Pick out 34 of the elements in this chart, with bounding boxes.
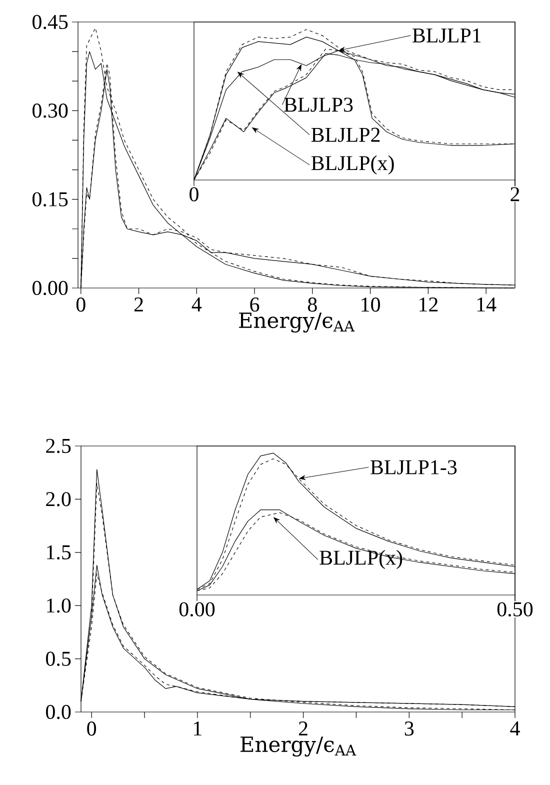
y-tick-label: 0.15 (32, 192, 68, 206)
y-tick-label: 0.45 (32, 14, 68, 30)
y-tick-label: 1.0 (47, 598, 71, 613)
x-axis-title: Energy/ϵ$_{AA}$ (239, 312, 355, 333)
x-tick-label: 0 (76, 298, 86, 312)
x-tick-label: 8 (308, 298, 317, 312)
y-tick-label: 2.0 (46, 492, 71, 506)
x-tick-label: 4 (192, 298, 202, 312)
x-tick-label: 0 (87, 722, 96, 736)
annotation: BLJLP(x) (320, 550, 402, 570)
annotation: BLJLP(x) (311, 155, 394, 174)
annotation: BLJLP3 (284, 98, 353, 112)
x-axis-title: Energy/ϵ$_{AA}$ (240, 736, 356, 757)
y-tick-label: 0.5 (46, 652, 71, 666)
y-tick-label: 0.0 (46, 704, 71, 720)
annotation: BLJLP1-3 (370, 460, 457, 474)
x-tick-label: 3 (404, 722, 414, 736)
x-tick-label: 0.50 (497, 602, 533, 616)
x-tick-label: 6 (250, 298, 260, 312)
x-tick-label: 12 (420, 298, 438, 312)
x-tick-label: 4 (510, 722, 520, 736)
y-tick-label: 2.5 (46, 438, 71, 454)
x-tick-label: 2 (510, 187, 520, 202)
annotation: BLJLP2 (311, 128, 380, 142)
x-tick-label: 10 (362, 298, 380, 312)
x-tick-label: 2 (134, 298, 143, 312)
x-tick-label: 0 (190, 187, 198, 202)
y-tick-label: 0.30 (32, 104, 68, 118)
y-tick-label: 1.5 (47, 545, 71, 560)
x-tick-label: 1 (194, 722, 202, 736)
annotation: BLJLP1 (412, 28, 481, 43)
y-tick-label: 0.00 (32, 280, 68, 296)
x-tick-label: 14 (477, 298, 496, 312)
x-tick-label: 2 (298, 722, 308, 736)
